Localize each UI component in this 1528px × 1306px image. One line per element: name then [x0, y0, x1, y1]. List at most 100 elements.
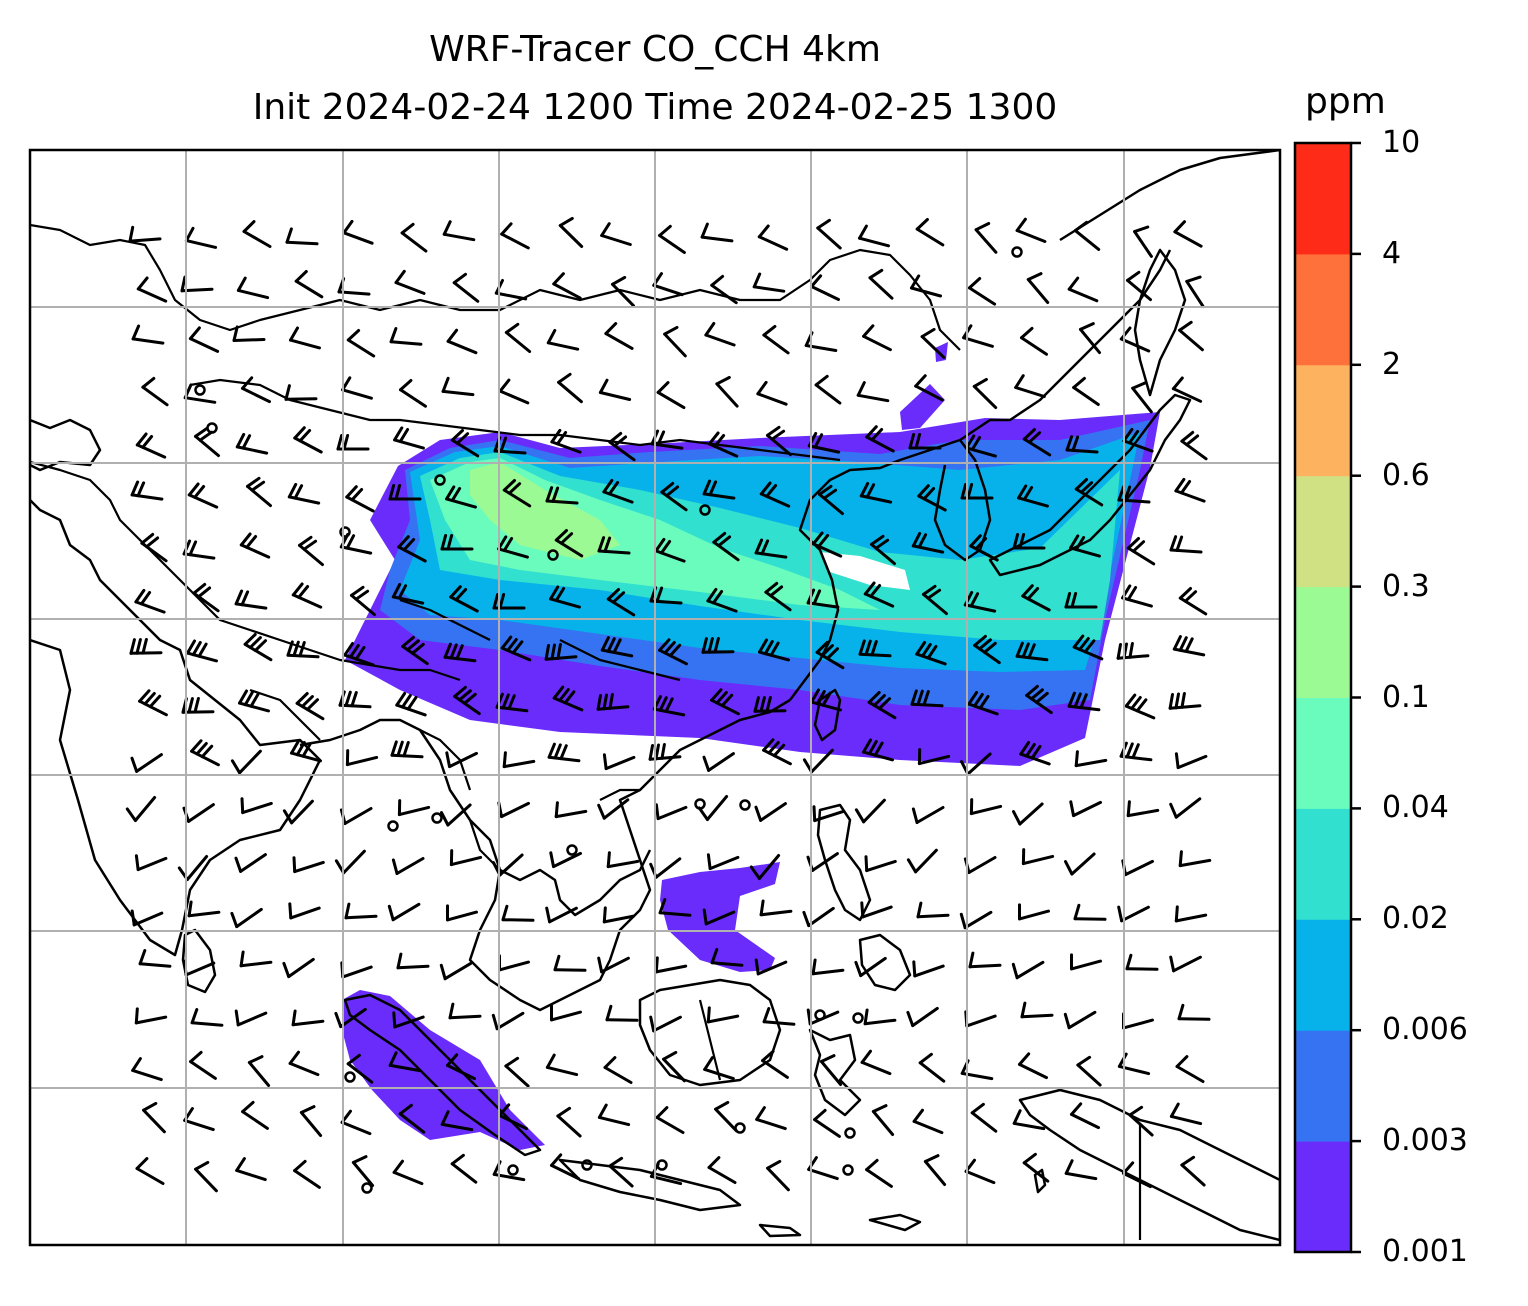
- wind-barb-flag: [402, 538, 416, 552]
- wind-barb: [1172, 647, 1206, 657]
- wind-barb-flag: [811, 531, 824, 546]
- wind-barb-flag: [143, 692, 156, 706]
- wind-barb-flag: [1026, 587, 1040, 601]
- wind-barb-flag: [1169, 802, 1178, 819]
- wind-barb: [299, 1111, 323, 1137]
- wind-barb-flag: [440, 534, 448, 551]
- wind-barb: [238, 749, 262, 775]
- wind-barb: [552, 851, 582, 869]
- wind-barb-flag: [815, 641, 829, 654]
- wind-barb: [1021, 854, 1055, 866]
- colorbar-tick-label: 2: [1382, 346, 1402, 382]
- wind-barb-flag: [858, 224, 868, 240]
- wind-barb: [810, 285, 840, 301]
- wind-barb: [1126, 808, 1160, 818]
- wind-barb-flag: [346, 329, 361, 342]
- wind-barb-flag: [130, 909, 136, 927]
- wind-barb-flag: [1131, 381, 1148, 390]
- wind-barb: [393, 1015, 425, 1029]
- wind-barb-flag: [298, 641, 306, 658]
- wind-barb-flag: [712, 590, 724, 605]
- wind-barb: [1122, 1171, 1152, 1189]
- wind-barb-flag: [1021, 642, 1030, 659]
- wind-barb-flag: [249, 692, 260, 708]
- colorbar: [1293, 141, 1361, 1254]
- colorbar-tick-label: 4: [1382, 235, 1402, 271]
- wind-barb-flag: [703, 1056, 714, 1071]
- wind-barb: [135, 753, 163, 773]
- wind-barb: [703, 1067, 735, 1081]
- wind-barb: [399, 388, 427, 408]
- wind-barb-flag: [504, 322, 520, 334]
- wind-barb: [390, 753, 424, 759]
- wind-barb-flag: [608, 431, 623, 444]
- wind-barb: [391, 902, 421, 922]
- wind-barb-flag: [440, 1110, 450, 1126]
- wind-barb-flag: [554, 587, 566, 602]
- wind-barb-flag: [449, 643, 458, 660]
- wind-barb-flag: [334, 1011, 343, 1029]
- colorbar-segment: [1295, 253, 1351, 366]
- wind-barb: [604, 755, 636, 771]
- wind-barb: [766, 1166, 790, 1192]
- wind-barb-flag: [554, 801, 559, 819]
- wind-barb: [392, 1170, 424, 1186]
- wind-barb-flag: [134, 588, 146, 604]
- wind-barb-flag: [1117, 485, 1126, 502]
- wind-barb-flag: [545, 1053, 556, 1069]
- wind-barb-flag: [399, 379, 413, 392]
- wind-barb-flag: [1035, 691, 1049, 704]
- wind-barb-flag: [293, 1159, 307, 1173]
- wind-barb-flag: [974, 222, 991, 232]
- wind-barb-flag: [1079, 693, 1088, 710]
- colorbar-segment: [1295, 364, 1351, 477]
- wind-barb-flag: [874, 538, 890, 550]
- wind-barb-flag: [752, 272, 762, 289]
- wind-barb-flag: [450, 429, 464, 442]
- wind-barb-flag: [810, 688, 820, 704]
- tracer-patch-indian-ocean: [342, 990, 545, 1150]
- wind-barb-flag: [873, 741, 884, 757]
- wind-barb: [342, 849, 366, 875]
- wind-barb-flag: [605, 1004, 613, 1022]
- wind-barb: [396, 964, 430, 970]
- wind-barb-flag: [344, 690, 352, 707]
- wind-barb-flag: [501, 904, 509, 922]
- wind-barb-flag: [968, 951, 975, 969]
- wind-barb-flag: [865, 425, 878, 439]
- wind-barb-flag: [868, 268, 884, 280]
- wind-barb-flag: [600, 222, 611, 237]
- wind-barb-flag: [665, 485, 680, 498]
- wind-barb: [239, 543, 271, 559]
- wind-barb: [498, 389, 530, 405]
- wind-barb: [911, 1006, 939, 1028]
- wind-barb: [1020, 1013, 1054, 1019]
- wind-barb-flag: [749, 865, 761, 880]
- wind-barb: [608, 1164, 634, 1188]
- wind-barb-flag: [1122, 427, 1134, 443]
- wind-barb-flag: [440, 811, 450, 827]
- wind-barb-flag: [916, 901, 923, 919]
- wind-barb-flag: [507, 482, 522, 495]
- wind-barb: [343, 807, 373, 825]
- wind-barb-flag: [195, 742, 208, 756]
- wind-barb-flag: [702, 755, 711, 772]
- wind-barb-flag: [131, 324, 141, 341]
- calm-wind-circle: [339, 526, 351, 538]
- wind-barb: [868, 276, 894, 300]
- wind-barb-flag: [664, 697, 674, 713]
- wind-barb-flag: [443, 642, 452, 659]
- wind-barb: [241, 801, 273, 815]
- wind-barb: [142, 1108, 166, 1134]
- wind-barb-flag: [1072, 376, 1086, 389]
- wind-barb-flag: [973, 634, 987, 647]
- wind-barb-flag: [441, 376, 450, 393]
- wind-barb: [863, 1018, 897, 1026]
- wind-barb-flag: [816, 218, 831, 230]
- wind-barb: [185, 855, 209, 881]
- wind-barb: [707, 1166, 737, 1184]
- wind-barb-flag: [398, 1103, 413, 1116]
- wind-barb: [920, 335, 946, 359]
- wind-barb-flag: [491, 1013, 499, 1031]
- calm-wind-circle: [434, 474, 446, 486]
